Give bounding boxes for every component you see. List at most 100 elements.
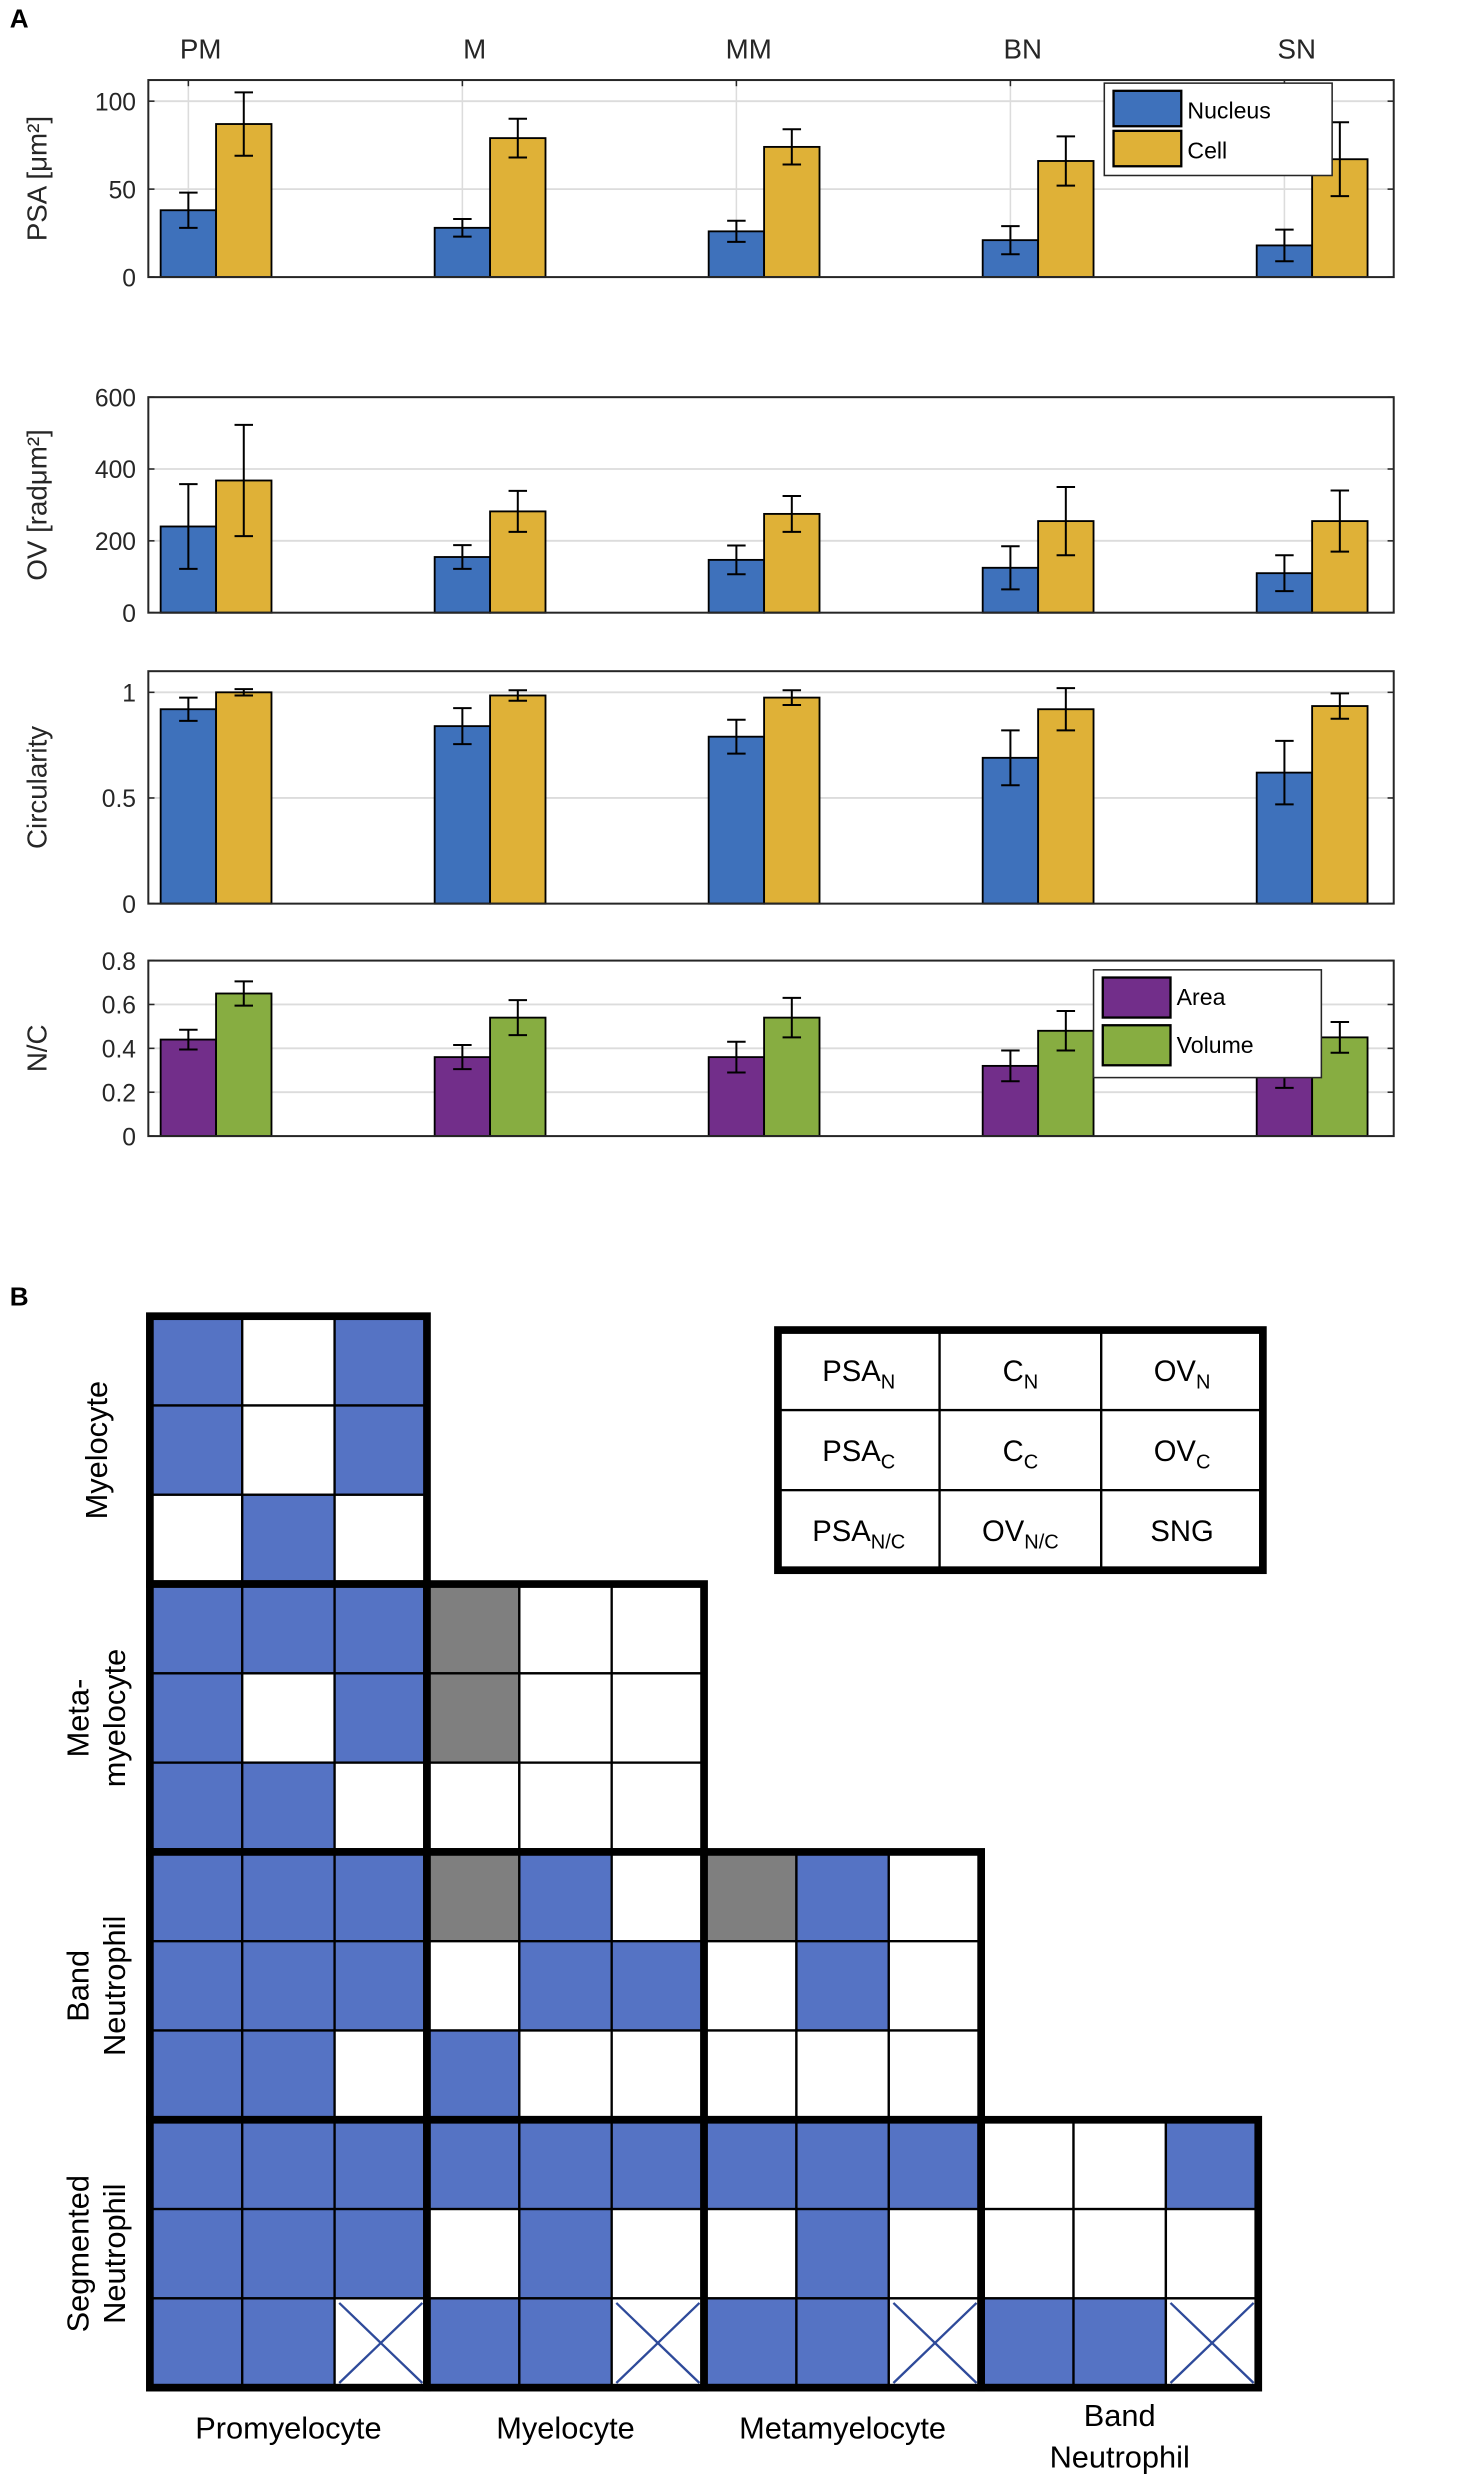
grid-cell [795, 1940, 890, 2032]
grid-cell [333, 1672, 429, 1764]
y-tick-label: 400 [95, 457, 136, 484]
grid-cell [518, 2207, 613, 2300]
grid-cell [425, 2297, 521, 2389]
category-label: MM [726, 33, 772, 64]
grid-cell [518, 2118, 613, 2211]
grid-cell [333, 1940, 429, 2032]
metric-subscript: C [1024, 1452, 1038, 1474]
grid-cell [425, 1582, 521, 1675]
y-tick-label: 600 [95, 385, 136, 412]
panel-b-comparison-grid: MyelocyteMeta-myelocyteBandNeutrophilSeg… [60, 1312, 1267, 2475]
column-label: Promyelocyte [195, 2410, 381, 2445]
legend-swatch [1112, 89, 1183, 128]
metric-name: C [1003, 1436, 1024, 1468]
metric-name: OV [1154, 1436, 1197, 1468]
y-tick-label: 0.4 [102, 1037, 136, 1064]
grid-cell [610, 1940, 706, 2032]
grid-cell [702, 2207, 798, 2300]
plot-frame [147, 396, 1395, 614]
grid-cell [241, 2029, 336, 2121]
grid-cell [1164, 2118, 1260, 2211]
row-label: Meta-myelocyte [60, 1649, 132, 1788]
bar-area [433, 1056, 492, 1138]
row-label: SegmentedNeutrophil [60, 2175, 132, 2332]
grid-cell [148, 2297, 244, 2389]
grid-cell [610, 1582, 706, 1675]
grid-cell [980, 2118, 1075, 2211]
grid-cell [333, 1582, 429, 1675]
bar-chart-4: 0 0.2 0.4 0.6 0.8 N/C Area Volume [22, 949, 1395, 1151]
grid-cell [333, 2118, 429, 2211]
y-axis-label: Circularity [22, 726, 53, 849]
grid-cell [148, 1315, 244, 1407]
legend-table-border [774, 1326, 1267, 1575]
metric-subscript: C [881, 1452, 895, 1474]
grid-cell [702, 2029, 798, 2121]
legend-table-cell [938, 1328, 1103, 1412]
panel-a-label: A [10, 4, 29, 34]
grid-cell [887, 1850, 983, 1943]
row-label-line: Myelocyte [79, 1381, 114, 1520]
y-tick-label: 0.5 [102, 786, 136, 813]
metric-name: PSA [822, 1436, 881, 1468]
row-label-line: myelocyte [97, 1649, 132, 1788]
y-tick-label: 100 [95, 89, 136, 116]
grid-cell [1072, 2207, 1168, 2300]
grid-cell [610, 2029, 706, 2121]
grid-cell [333, 1761, 429, 1854]
legend-table-text: OVN [1154, 1356, 1211, 1394]
grid-cell [241, 1315, 336, 1407]
grid-cell [241, 2297, 336, 2389]
y-axis-label: OV [radμm²] [22, 429, 53, 580]
plot-frame [147, 79, 1395, 279]
grid-cell [887, 2029, 983, 2121]
y-tick-label: 1 [122, 681, 136, 708]
legend-swatch [1101, 1024, 1172, 1067]
bar-chart-1: 0 50 100 PSA [μm²] Nucleus Cell [22, 79, 1395, 292]
y-tick-label: 0.8 [102, 949, 136, 976]
grid-cell [980, 2207, 1075, 2300]
grid-cell [887, 2207, 983, 2300]
grid-cell [518, 1672, 613, 1764]
bar-nucleus [707, 735, 766, 905]
y-tick-label: 50 [109, 177, 136, 204]
metric-subscript: N [1196, 1372, 1210, 1394]
grid-cell [795, 2118, 890, 2211]
row-label-line: Meta- [60, 1679, 95, 1758]
grid-cell [518, 2297, 613, 2389]
metric-name: PSA [822, 1356, 881, 1388]
bar-cell [763, 696, 821, 905]
grid-cell [795, 2297, 890, 2389]
grid-cell [333, 1315, 429, 1407]
grid-cell [795, 2207, 890, 2300]
grid-cell [702, 2118, 798, 2211]
bar-cell [1037, 520, 1095, 614]
grid-cell [795, 2029, 890, 2121]
grid-cell [333, 2207, 429, 2300]
grid-cell [980, 2297, 1075, 2389]
legend-table-text: CN [1003, 1356, 1039, 1394]
legend-label: Cell [1187, 138, 1227, 164]
legend-label: Area [1177, 984, 1226, 1010]
grid-cell [1072, 2297, 1168, 2389]
metric-name: C [1003, 1356, 1024, 1388]
grid-cell [241, 2118, 336, 2211]
grid-cell [518, 1940, 613, 2032]
row-label: BandNeutrophil [60, 1916, 132, 2056]
legend-table-cell [776, 1408, 941, 1492]
column-label: Band [1084, 2398, 1156, 2433]
category-label: SN [1278, 33, 1316, 64]
legend-table-cell [776, 1328, 941, 1412]
legend-table-text: PSAC [822, 1436, 895, 1474]
bar-nucleus [433, 725, 492, 905]
grid-cell [425, 1850, 521, 1943]
row-label-line: Neutrophil [97, 2184, 132, 2324]
y-axis-label: PSA [μm²] [22, 116, 53, 241]
grid-cell [241, 1850, 336, 1943]
bar-chart-3: 0 0.5 1 Circularity [22, 670, 1395, 919]
plot-frame [147, 670, 1395, 905]
bar-cell [489, 694, 547, 905]
grid-cell [518, 1850, 613, 1943]
